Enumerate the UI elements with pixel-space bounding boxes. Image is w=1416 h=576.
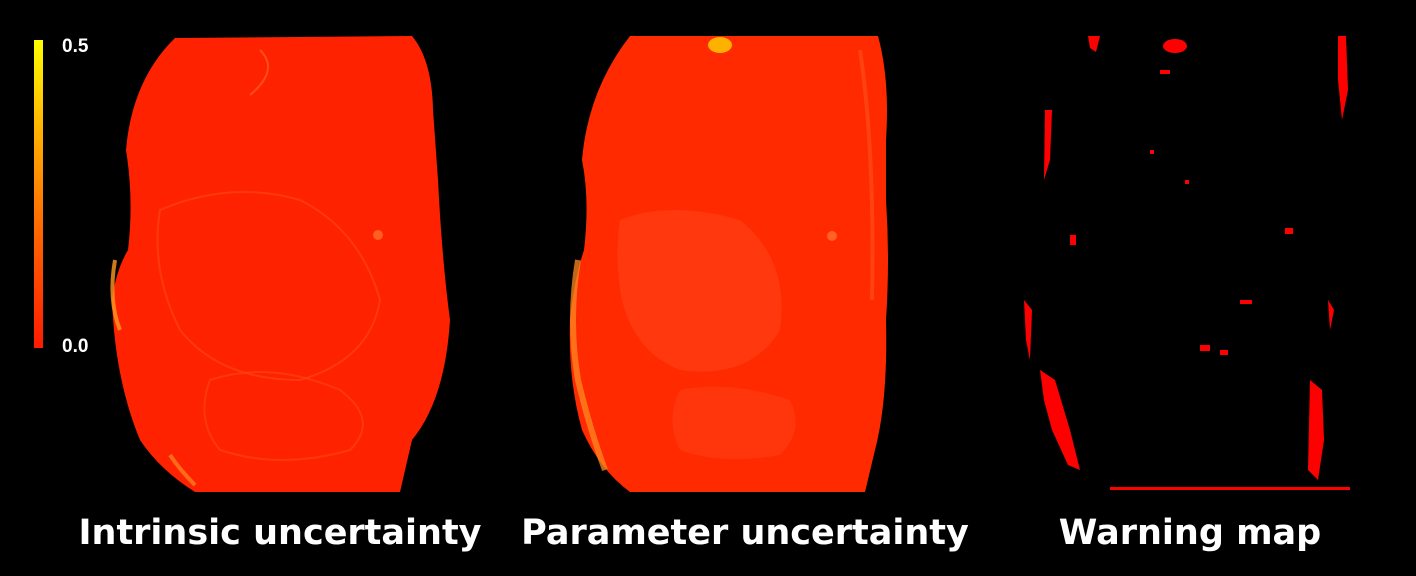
caption-parameter-uncertainty: Parameter uncertainty [521, 513, 969, 553]
warning-marks [1024, 36, 1350, 490]
hotspot-top [708, 37, 732, 53]
colorbar-min-label: 0.0 [62, 336, 89, 357]
body-silhouette [112, 36, 450, 492]
colorbar-max-label: 0.5 [62, 36, 89, 57]
parameter-uncertainty-map [560, 0, 900, 500]
colorbar [34, 40, 43, 348]
warning-map [1010, 0, 1360, 500]
caption-warning-map: Warning map [1058, 513, 1322, 553]
intrinsic-uncertainty-map [100, 0, 460, 500]
caption-intrinsic-uncertainty: Intrinsic uncertainty [78, 513, 482, 553]
